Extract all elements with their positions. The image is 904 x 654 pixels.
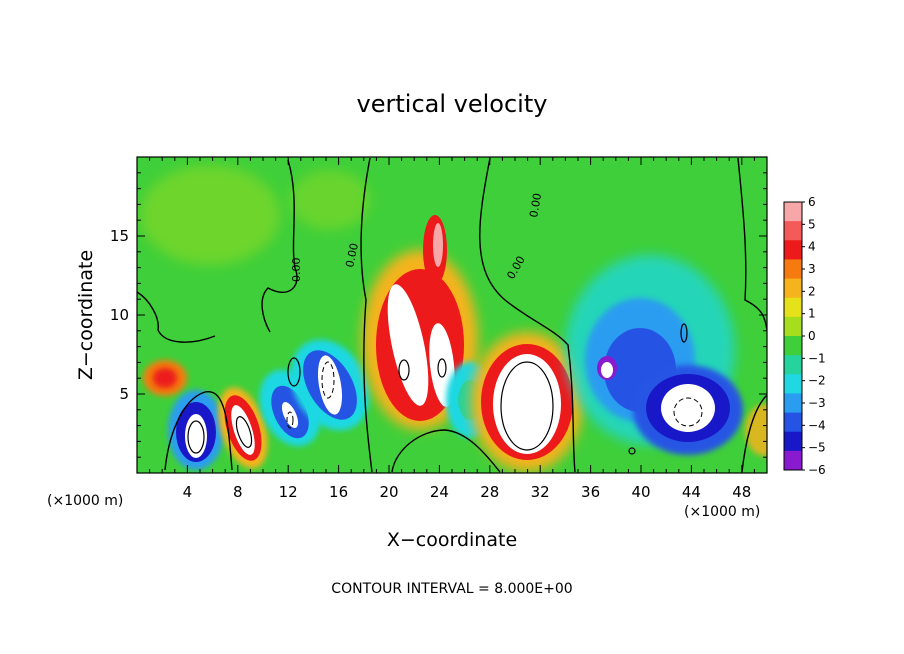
colorbar-swatch xyxy=(784,374,802,394)
soft-yellow-patch xyxy=(140,165,280,265)
x-tick-label: 4 xyxy=(183,483,193,501)
downdraft-region-east xyxy=(565,255,743,455)
updraft-edge-east xyxy=(745,404,767,456)
x-tick-label: 32 xyxy=(531,483,550,501)
colorbar-swatch xyxy=(784,393,802,414)
contour-label: 0.00 xyxy=(290,258,303,283)
updraft-30k xyxy=(471,332,583,472)
colorbar-swatch xyxy=(784,278,802,299)
colorbar-label: −6 xyxy=(808,463,826,477)
y-tick-label: 15 xyxy=(110,227,129,245)
colorbar-label: −5 xyxy=(808,441,826,455)
dashed-contours xyxy=(286,361,703,429)
x-tick-label: 8 xyxy=(233,483,243,501)
x-units-left: (×1000 m) xyxy=(47,493,123,509)
colorbar-label: 2 xyxy=(808,284,816,298)
x-tick-label: 12 xyxy=(279,483,298,501)
x-tick-label: 40 xyxy=(631,483,650,501)
colorbar-swatch xyxy=(784,221,802,241)
zero-contours xyxy=(137,157,767,473)
x-tick-label: 28 xyxy=(480,483,499,501)
x-axis: 4 8 12 16 20 24 28 32 36 40 44 48 xyxy=(149,157,755,501)
colorbar-label: −3 xyxy=(808,396,826,410)
colorbar-swatch xyxy=(784,202,802,222)
contour-label: 0.00 xyxy=(527,192,544,218)
colorbar-swatch xyxy=(784,336,802,356)
colorbar-swatch xyxy=(784,412,802,433)
x-axis-label: X−coordinate xyxy=(387,529,517,551)
colorbar-swatch xyxy=(784,259,802,280)
colorbar-label: 4 xyxy=(808,240,816,254)
colorbar-label: 1 xyxy=(808,307,816,321)
colorbar-label: −2 xyxy=(808,374,826,388)
chart-title: vertical velocity xyxy=(357,90,548,118)
y-tick-label: 5 xyxy=(119,385,129,403)
colorbar-label: −1 xyxy=(808,351,826,365)
contour-label: 0.00 xyxy=(343,242,361,269)
colorbar-label: 3 xyxy=(808,262,816,276)
x-tick-label: 16 xyxy=(329,483,348,501)
y-axis: 5 10 15 xyxy=(110,172,767,458)
colorbar-label: 6 xyxy=(808,195,816,209)
colorbar-swatch xyxy=(784,240,802,260)
contour-interval-footer: CONTOUR INTERVAL = 8.000E+00 xyxy=(331,581,572,597)
colorbar-swatch xyxy=(784,297,802,318)
x-tick-label: 44 xyxy=(682,483,701,501)
y-axis-label: Z−coordinate xyxy=(75,250,97,380)
x-units-right: (×1000 m) xyxy=(684,504,760,520)
x-tick-label: 36 xyxy=(581,483,600,501)
colorbar: 6 5 4 3 2 1 0 −1 −2 −3 −4 −5 −6 xyxy=(783,195,826,477)
colorbar-label: 5 xyxy=(808,217,816,231)
plot-area xyxy=(137,157,767,473)
colorbar-label: 0 xyxy=(808,329,816,343)
x-tick-label: 20 xyxy=(379,483,398,501)
colorbar-swatch xyxy=(784,316,802,337)
colorbar-swatch xyxy=(784,450,802,471)
inner-contours xyxy=(187,323,688,455)
updraft-left xyxy=(143,360,187,396)
colorbar-swatch xyxy=(784,431,802,452)
y-tick-label: 10 xyxy=(110,306,129,324)
x-tick-label: 24 xyxy=(430,483,449,501)
downdraft-4k xyxy=(168,390,224,470)
downdraft-16k xyxy=(290,339,370,431)
x-tick-label: 48 xyxy=(732,483,751,501)
soft-yellow-patch xyxy=(290,170,370,230)
colorbar-swatch xyxy=(784,355,802,375)
colorbar-label: −4 xyxy=(808,418,826,432)
